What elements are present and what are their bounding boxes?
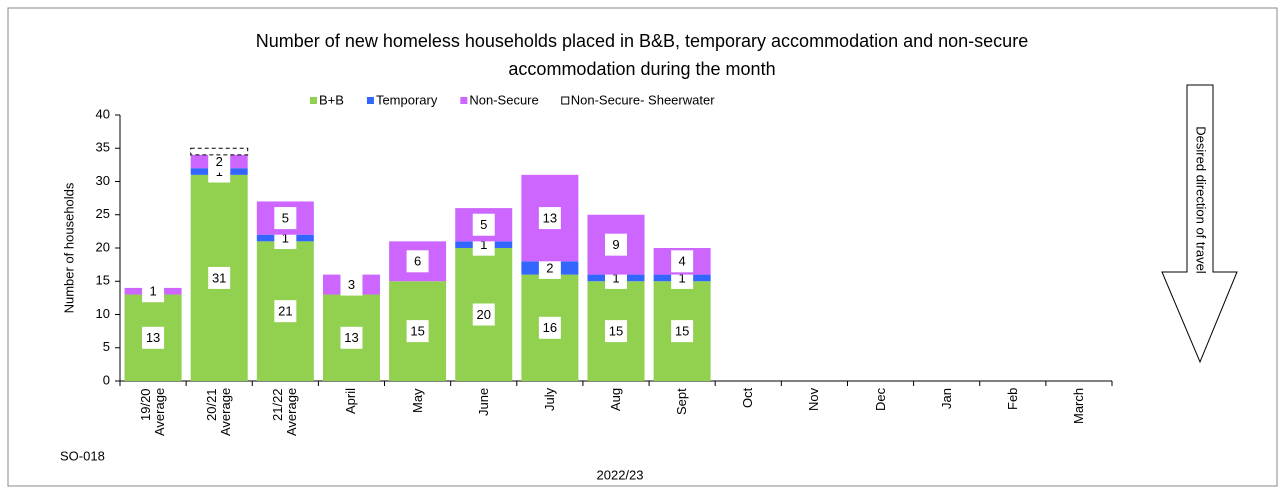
data-label-box [340, 326, 363, 349]
data-label: 4 [679, 254, 686, 269]
data-label-box [274, 300, 297, 323]
data-label: 16 [543, 320, 557, 335]
data-label: 15 [609, 324, 623, 339]
x-tick-label: March [1070, 388, 1086, 425]
data-label: 1 [679, 270, 686, 285]
annotation: Desired direction of travel [1194, 126, 1209, 274]
x-tick-label: Dec [872, 388, 888, 412]
chart-title-line: accommodation during the month [508, 59, 775, 79]
y-tick-label: 10 [96, 306, 110, 321]
data-label: 5 [282, 211, 289, 226]
x-axis-label: 2022/23 [597, 467, 644, 482]
data-label: 6 [414, 254, 421, 269]
legend-label: B+B [319, 92, 344, 107]
x-tick-label: Nov [806, 388, 822, 412]
y-tick-label: 5 [103, 339, 110, 354]
data-label-box [142, 280, 165, 303]
data-label-box [208, 150, 231, 173]
x-tick-label: June [475, 388, 491, 417]
x-tick-label: April [343, 388, 359, 415]
data-label: 13 [344, 330, 358, 345]
data-label-box [538, 256, 561, 279]
data-label-box [142, 326, 165, 349]
chart-title: Number of new homeless households placed… [256, 31, 1028, 51]
x-tick-label: Oct [740, 388, 756, 409]
y-tick-label: 20 [96, 239, 110, 254]
data-label-box [472, 303, 495, 326]
data-label: 13 [146, 330, 160, 345]
legend-swatch [310, 97, 317, 104]
y-tick-label: 40 [96, 106, 110, 121]
legend-label: Non-Secure- Sheerwater [571, 92, 715, 107]
data-label: 15 [410, 324, 424, 339]
x-tick-label: 21/22 Average [270, 388, 300, 437]
y-tick-label: 15 [96, 273, 110, 288]
data-label-box [340, 273, 363, 296]
data-label-box [605, 233, 627, 256]
x-tick-label: Jan [938, 388, 954, 409]
data-label-box [538, 316, 561, 339]
x-tick-label: 20/21 Average [204, 388, 234, 437]
data-label-box [472, 213, 495, 236]
direction-arrow [1161, 84, 1238, 364]
data-label: 1 [612, 270, 619, 285]
data-label-box [274, 207, 297, 230]
chart-code: SO-018 [60, 448, 105, 463]
data-label: 2 [546, 260, 553, 275]
data-label: 1 [480, 237, 487, 252]
data-label-box [208, 266, 231, 289]
data-label-box [605, 320, 627, 343]
data-label: 2 [216, 154, 223, 169]
y-tick-label: 35 [96, 140, 110, 155]
x-tick-label: 19/20 Average [138, 388, 168, 437]
data-label: 3 [348, 277, 355, 292]
y-tick-label: 0 [103, 372, 110, 387]
x-tick-label: Sept [674, 388, 690, 415]
data-label-box [538, 207, 561, 230]
data-label-box [406, 320, 429, 343]
y-tick-label: 25 [96, 206, 110, 221]
data-label: 13 [543, 211, 557, 226]
legend-label: Temporary [376, 92, 438, 107]
data-label: 20 [476, 307, 490, 322]
legend-swatch [366, 97, 374, 104]
x-tick-label: May [409, 388, 425, 413]
legend-swatch [460, 97, 468, 104]
y-axis-label: Number of households [61, 182, 76, 313]
data-label: 1 [149, 284, 156, 299]
data-label-box [671, 250, 694, 273]
frame [7, 7, 1278, 487]
bar-segment [190, 147, 249, 156]
y-tick-label: 30 [96, 173, 110, 188]
x-tick-label: Feb [1004, 388, 1020, 411]
data-label: 21 [278, 304, 292, 319]
data-label-box [671, 320, 694, 343]
data-label: 31 [212, 270, 226, 285]
data-label: 15 [675, 324, 689, 339]
data-label-box [406, 250, 429, 273]
legend-label: Non-Secure [469, 92, 538, 107]
x-tick-label: July [541, 388, 557, 412]
data-label: 1 [282, 230, 289, 245]
x-tick-label: Aug [608, 388, 623, 412]
data-label: 5 [480, 217, 487, 232]
legend-swatch [561, 96, 570, 105]
data-label: 9 [612, 237, 619, 252]
